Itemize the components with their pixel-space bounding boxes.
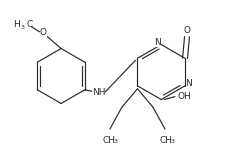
Text: CH: CH (102, 136, 115, 145)
Text: N: N (154, 38, 161, 47)
Text: H: H (13, 20, 20, 29)
Text: 3: 3 (21, 25, 25, 30)
Text: N: N (186, 79, 192, 88)
Text: NH: NH (92, 88, 106, 97)
Text: 3: 3 (114, 139, 118, 144)
Text: OH: OH (178, 92, 192, 101)
Text: C: C (27, 20, 33, 29)
Text: 3: 3 (171, 139, 175, 144)
Text: O: O (40, 28, 47, 37)
Text: O: O (183, 26, 190, 35)
Text: CH: CH (159, 136, 172, 145)
